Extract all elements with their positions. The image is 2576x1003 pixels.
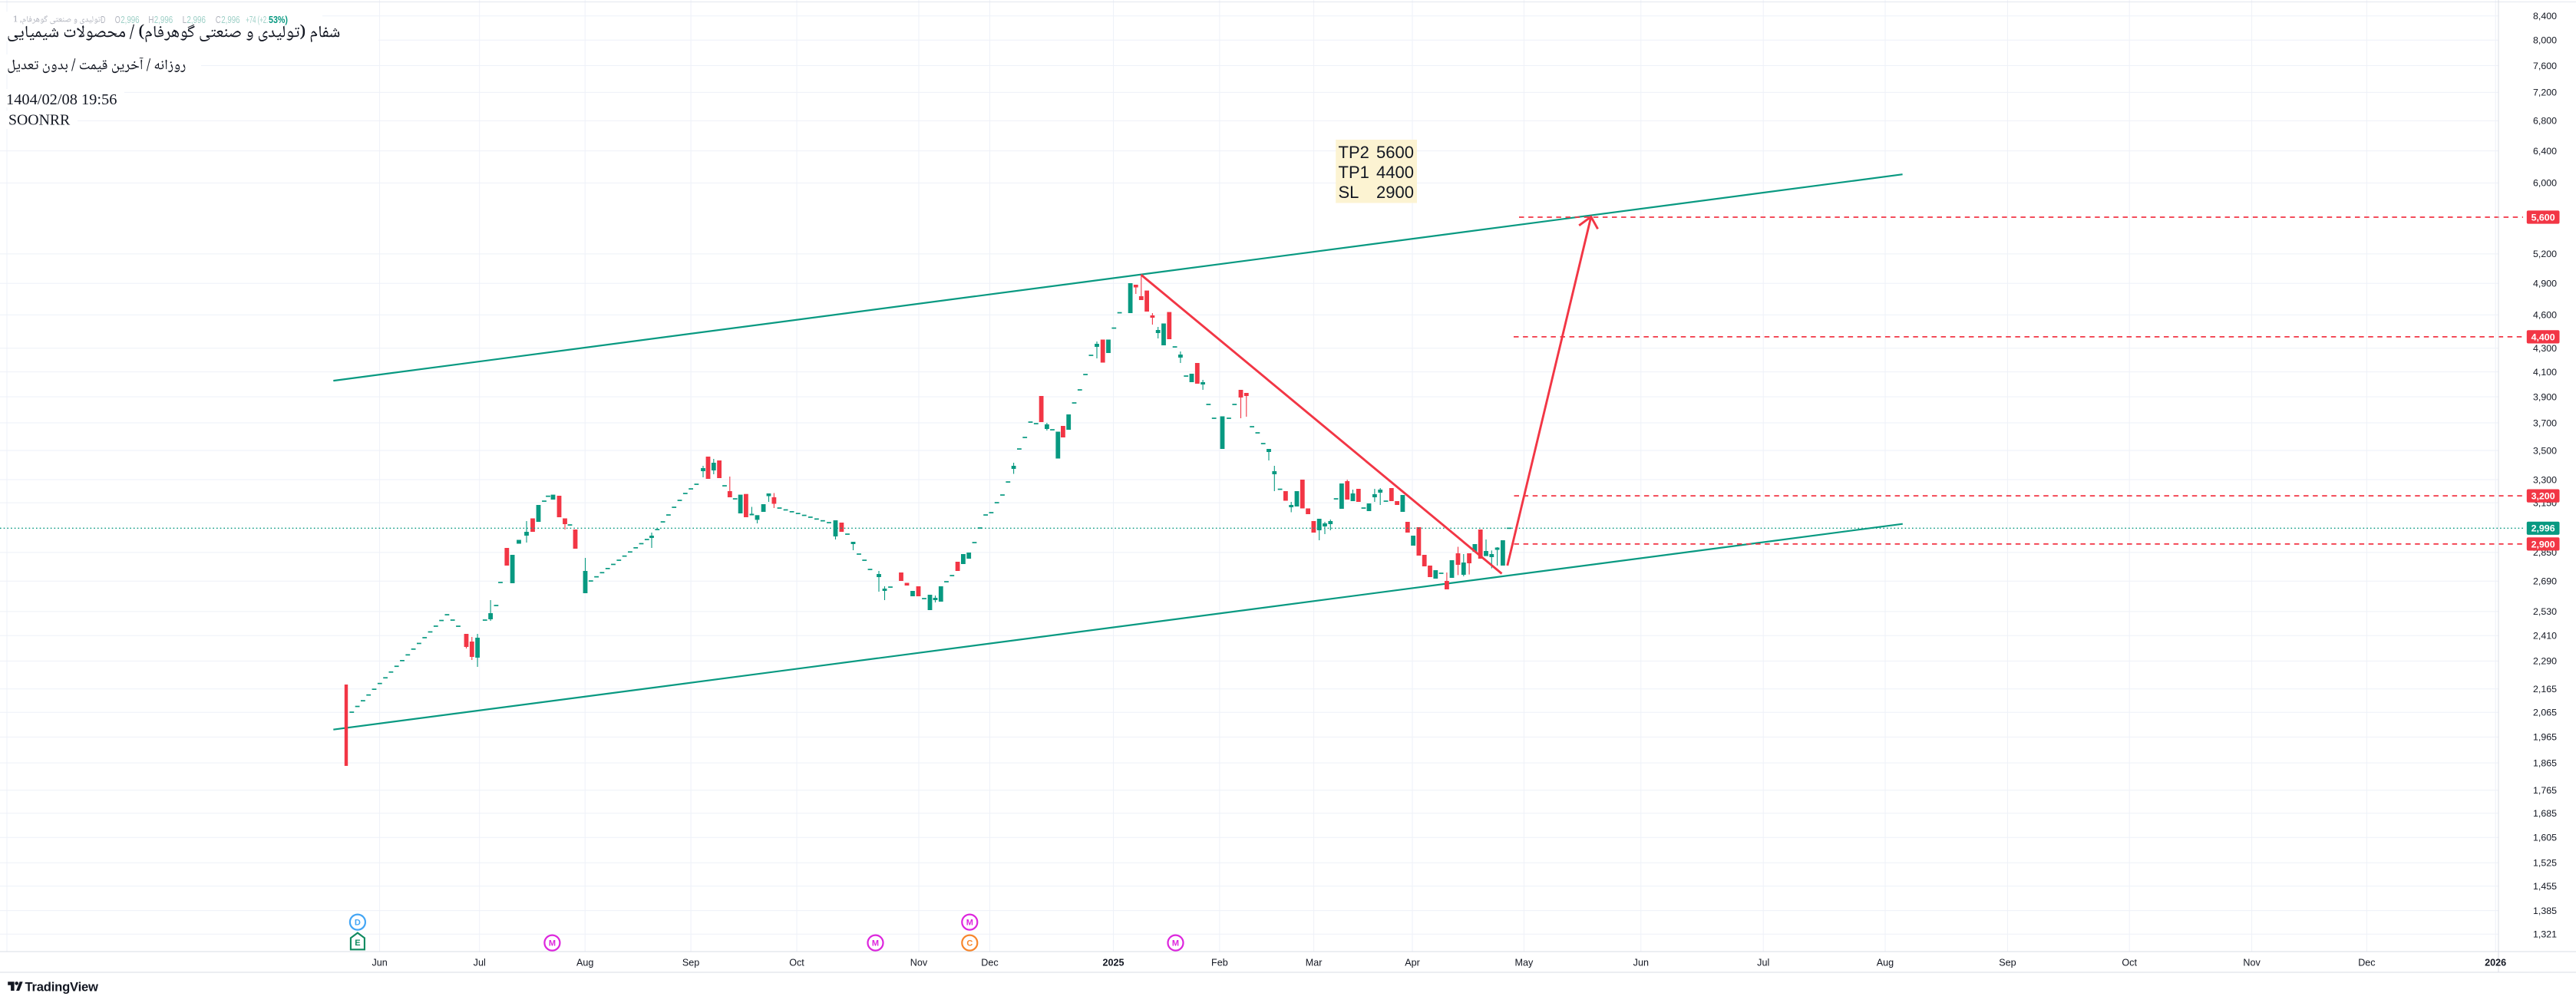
svg-text:8,400: 8,400 <box>2533 11 2557 21</box>
svg-text:Jun: Jun <box>372 957 387 968</box>
svg-text:2,996: 2,996 <box>121 14 139 25</box>
svg-text:4,400: 4,400 <box>2531 332 2555 342</box>
svg-text:2,996: 2,996 <box>221 14 239 25</box>
svg-text:E: E <box>355 939 360 948</box>
svg-text:1,321: 1,321 <box>2533 929 2557 940</box>
svg-text:Sep: Sep <box>1999 957 2016 968</box>
svg-text:3,300: 3,300 <box>2533 474 2557 485</box>
svg-text:2,065: 2,065 <box>2533 708 2557 718</box>
svg-text:Nov: Nov <box>2243 957 2261 968</box>
svg-text:D: D <box>355 919 361 928</box>
svg-text:5600: 5600 <box>1376 143 1414 162</box>
svg-text:Dec: Dec <box>2358 957 2375 968</box>
svg-text:2,690: 2,690 <box>2533 576 2557 587</box>
svg-text:4,600: 4,600 <box>2533 310 2557 321</box>
svg-text:D: D <box>101 14 105 25</box>
svg-text:H: H <box>148 14 154 25</box>
svg-text:2,996: 2,996 <box>187 14 206 25</box>
svg-text:Jul: Jul <box>1757 957 1769 968</box>
svg-text:1,525: 1,525 <box>2533 858 2557 869</box>
svg-text:L: L <box>183 14 187 25</box>
svg-text:1,605: 1,605 <box>2533 833 2557 843</box>
svg-text:2026: 2026 <box>2485 957 2506 968</box>
svg-text:1,865: 1,865 <box>2533 757 2557 768</box>
svg-text:SOONRR: SOONRR <box>8 112 71 129</box>
svg-text:4,300: 4,300 <box>2533 343 2557 354</box>
svg-text:Jun: Jun <box>1633 957 1649 968</box>
svg-text:Nov: Nov <box>910 957 928 968</box>
svg-text:M: M <box>549 939 556 949</box>
svg-text:TradingView: TradingView <box>25 979 99 994</box>
svg-text:Mar: Mar <box>1306 957 1323 968</box>
svg-text:2025: 2025 <box>1102 957 1124 968</box>
svg-text:C: C <box>966 939 973 949</box>
svg-text:2,290: 2,290 <box>2533 656 2557 667</box>
svg-text:May: May <box>1515 957 1534 968</box>
svg-text:O: O <box>115 14 121 25</box>
svg-text:Oct: Oct <box>789 957 804 968</box>
svg-text:2900: 2900 <box>1376 183 1414 202</box>
svg-text:M: M <box>872 939 879 949</box>
svg-text:Sep: Sep <box>682 957 699 968</box>
svg-text:7,200: 7,200 <box>2533 87 2557 98</box>
svg-text:6,800: 6,800 <box>2533 116 2557 127</box>
svg-text:C: C <box>216 14 221 25</box>
svg-text:2,900: 2,900 <box>2531 539 2555 549</box>
svg-text:M: M <box>966 919 973 928</box>
svg-text:1,765: 1,765 <box>2533 785 2557 796</box>
svg-text:Aug: Aug <box>1877 957 1894 968</box>
svg-text:Dec: Dec <box>981 957 998 968</box>
svg-text:2,530: 2,530 <box>2533 606 2557 617</box>
svg-text:2,410: 2,410 <box>2533 631 2557 642</box>
svg-text:53%): 53%) <box>269 14 288 25</box>
svg-text:3,700: 3,700 <box>2533 417 2557 428</box>
svg-text:Aug: Aug <box>576 957 593 968</box>
svg-text:4400: 4400 <box>1376 163 1414 182</box>
svg-text:5,200: 5,200 <box>2533 249 2557 259</box>
svg-text:1,965: 1,965 <box>2533 732 2557 743</box>
svg-text:1,455: 1,455 <box>2533 881 2557 892</box>
svg-text:TP2: TP2 <box>1339 143 1369 162</box>
svg-text:2,996: 2,996 <box>154 14 173 25</box>
svg-text:M: M <box>1172 939 1179 949</box>
svg-text:SL: SL <box>1339 183 1359 202</box>
svg-text:1404/02/08 19:56: 1404/02/08 19:56 <box>6 91 117 108</box>
svg-text:8,000: 8,000 <box>2533 35 2557 46</box>
svg-text:1,685: 1,685 <box>2533 808 2557 819</box>
svg-text:TP1: TP1 <box>1339 163 1369 182</box>
svg-text:4,100: 4,100 <box>2533 367 2557 378</box>
svg-text:3,500: 3,500 <box>2533 445 2557 456</box>
svg-text:4,900: 4,900 <box>2533 279 2557 289</box>
svg-text:Oct: Oct <box>2122 957 2137 968</box>
svg-text:+74 (+2.: +74 (+2. <box>246 14 268 25</box>
svg-text:6,000: 6,000 <box>2533 178 2557 189</box>
svg-text:7,600: 7,600 <box>2533 61 2557 71</box>
svg-text:2,165: 2,165 <box>2533 684 2557 695</box>
svg-text:Feb: Feb <box>1211 957 1228 968</box>
svg-text:5,600: 5,600 <box>2531 212 2555 223</box>
svg-text:1,385: 1,385 <box>2533 906 2557 916</box>
svg-text:3,200: 3,200 <box>2531 491 2555 502</box>
svg-text:Apr: Apr <box>1405 957 1420 968</box>
svg-text:3,900: 3,900 <box>2533 391 2557 402</box>
svg-text:2,996: 2,996 <box>2531 523 2555 534</box>
svg-text:Jul: Jul <box>474 957 486 968</box>
svg-text:6,400: 6,400 <box>2533 146 2557 157</box>
